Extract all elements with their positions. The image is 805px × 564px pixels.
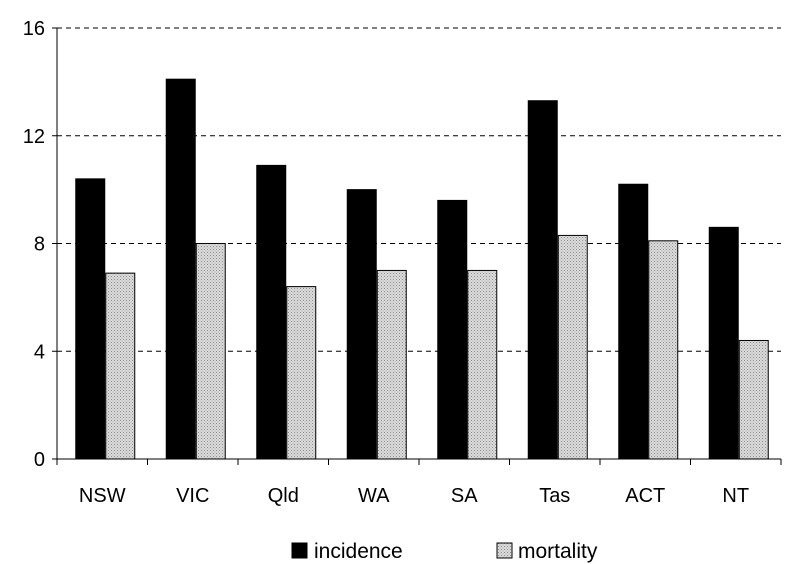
legend: incidence mortality	[291, 540, 598, 563]
bar-mortality-sa	[467, 269, 498, 460]
bar-incidence-nsw	[75, 178, 106, 460]
legend-label-mortality: mortality	[518, 540, 598, 563]
x-tick-label: ACT	[625, 485, 665, 507]
bar-mortality-qld	[286, 286, 317, 460]
bar-mortality-vic	[195, 243, 226, 460]
y-tick-label: 16	[23, 18, 45, 40]
y-tick-label: 0	[34, 449, 45, 471]
bar-mortality-nsw	[105, 272, 136, 460]
legend-label-incidence: incidence	[314, 540, 403, 563]
x-tick-label: SA	[451, 485, 478, 507]
bar-incidence-wa	[346, 189, 377, 460]
bar-mortality-wa	[376, 269, 407, 460]
bar-incidence-tas	[527, 100, 558, 460]
x-tick-label: VIC	[176, 485, 209, 507]
legend-swatch-mortality	[496, 542, 513, 559]
y-tick-label: 4	[34, 341, 45, 363]
y-tick-label: 12	[23, 126, 45, 148]
bar-mortality-act	[648, 240, 679, 460]
bars	[75, 78, 769, 460]
bar-mortality-tas	[557, 234, 588, 460]
x-tick-label: Qld	[268, 485, 299, 507]
legend-swatch-incidence	[291, 542, 308, 559]
bar-incidence-vic	[165, 78, 196, 460]
bar-incidence-nt	[708, 226, 739, 460]
x-tick-label: WA	[358, 485, 390, 507]
x-tick-label: NSW	[79, 485, 126, 507]
x-tick-label: NT	[722, 485, 749, 507]
tick-labels: 0 4 8 12 16 NSW VIC Qld WA SA Tas ACT NT	[23, 18, 749, 507]
bar-incidence-act	[618, 183, 649, 460]
bar-incidence-sa	[437, 199, 468, 460]
bar-mortality-nt	[738, 339, 769, 460]
bar-incidence-qld	[256, 164, 287, 460]
y-tick-label: 8	[34, 234, 45, 256]
x-tick-label: Tas	[539, 485, 570, 507]
